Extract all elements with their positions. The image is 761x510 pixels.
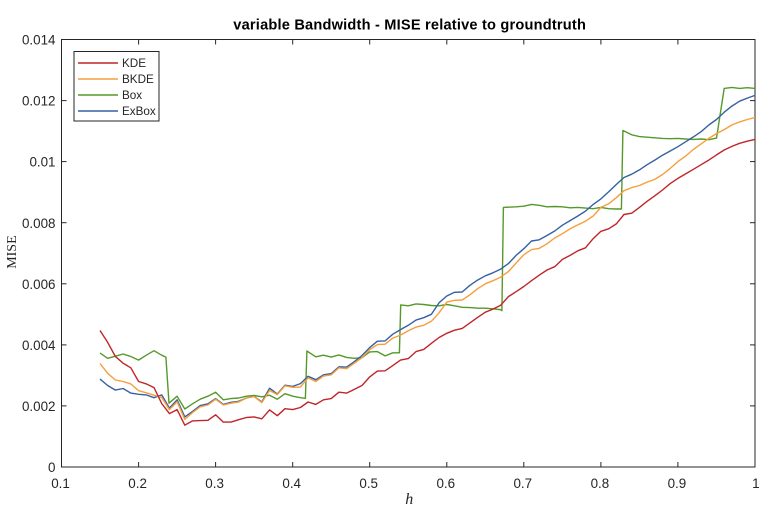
svg-text:0.01: 0.01 <box>29 155 55 170</box>
svg-text:Box: Box <box>122 89 142 102</box>
svg-text:MISE: MISE <box>5 235 20 268</box>
svg-text:0.2: 0.2 <box>128 476 147 491</box>
svg-text:ExBox: ExBox <box>122 105 156 118</box>
svg-text:0: 0 <box>48 460 55 475</box>
svg-text:0.7: 0.7 <box>513 476 532 491</box>
svg-text:0.002: 0.002 <box>22 399 56 414</box>
svg-text:0.8: 0.8 <box>591 476 610 491</box>
svg-text:h: h <box>405 491 413 508</box>
svg-text:1: 1 <box>752 476 759 491</box>
svg-text:0.4: 0.4 <box>282 476 301 491</box>
svg-text:BKDE: BKDE <box>122 73 154 86</box>
svg-text:0.6: 0.6 <box>436 476 455 491</box>
svg-text:0.006: 0.006 <box>22 277 56 292</box>
svg-text:0.014: 0.014 <box>22 33 56 48</box>
svg-text:0.3: 0.3 <box>205 476 224 491</box>
svg-text:0.5: 0.5 <box>359 476 378 491</box>
svg-text:KDE: KDE <box>122 57 146 70</box>
svg-text:0.9: 0.9 <box>668 476 687 491</box>
svg-text:0.008: 0.008 <box>22 216 56 231</box>
svg-text:0.004: 0.004 <box>22 338 56 353</box>
svg-text:0.1: 0.1 <box>51 476 70 491</box>
svg-text:variable Bandwidth - MISE rela: variable Bandwidth - MISE relative to gr… <box>233 18 586 34</box>
svg-text:0.012: 0.012 <box>22 94 56 109</box>
